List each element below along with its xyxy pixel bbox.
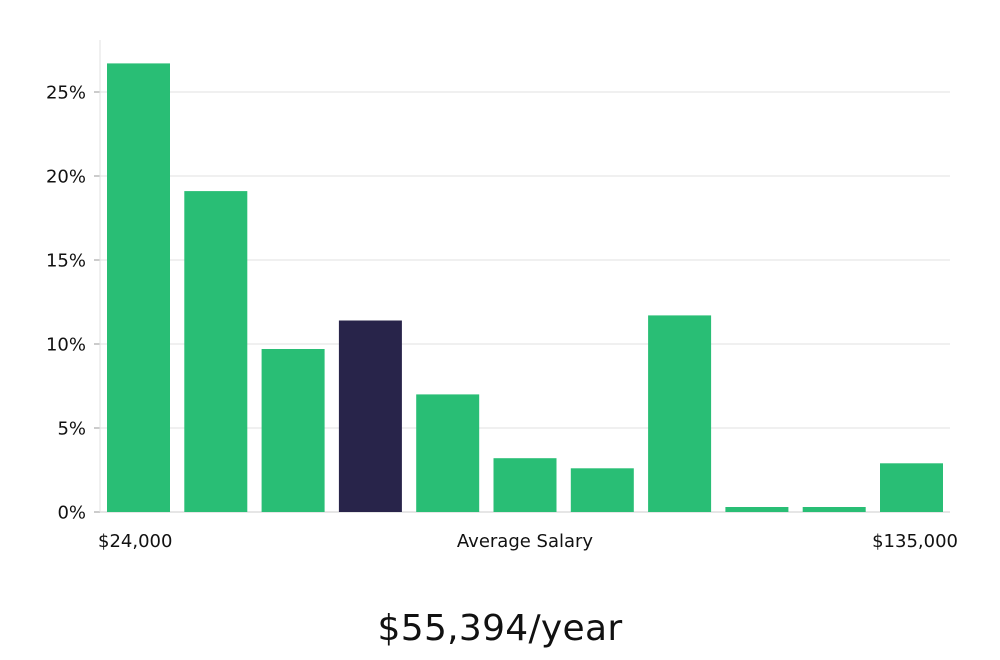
bar [570,468,634,512]
x-axis-title: Average Salary [457,531,594,552]
y-tick-label-25: 25% [46,83,86,104]
y-tick-label-0: 0% [57,503,86,524]
bar [493,458,557,512]
y-tick-label-15: 15% [46,251,86,272]
x-axis-max-label: $135,000 [872,531,958,552]
bar [416,394,480,512]
y-tick-label-20: 20% [46,167,86,188]
bar [648,315,712,512]
bar [802,507,866,512]
bars [107,63,943,513]
y-axis-ticks: 0% 5% 10% 15% 20% 25% [46,83,100,524]
bar-highlighted [338,320,402,512]
bar [107,63,170,513]
salary-distribution-chart: 0%5%10%15%20%25% $24,000 Average Salary … [46,40,958,552]
bar [261,349,325,512]
y-tick-label-10: 10% [46,335,86,356]
average-salary-headline: $55,394/year [377,608,623,649]
bar [880,463,943,512]
bar [725,507,789,512]
x-axis-min-label: $24,000 [98,531,172,552]
y-tick-label-5: 5% [57,419,86,440]
bar [184,191,248,512]
